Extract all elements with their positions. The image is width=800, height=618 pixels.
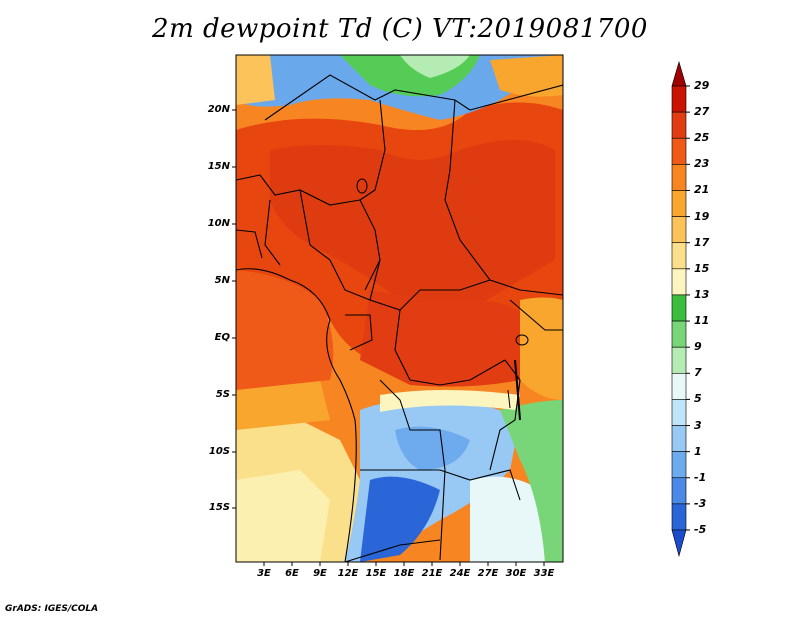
field-congo-basin (360, 290, 540, 387)
map-title: 2m dewpoint Td (C) VT:2019081700 (152, 14, 648, 44)
field-east-africa-green (500, 400, 563, 562)
colorbar-label: 19 (694, 209, 710, 223)
map-field (236, 55, 563, 562)
colorbar-swatch (671, 346, 687, 374)
colorbar-swatch (671, 242, 687, 270)
field-northwest-warm (236, 55, 275, 105)
field-southeast-pale (470, 476, 545, 562)
field-northeast-warm (490, 55, 563, 97)
axis-ticks (232, 109, 545, 566)
lon-label-12e: 12E (337, 568, 359, 579)
colorbar-swatch (671, 477, 687, 505)
colorbar-label: 1 (694, 444, 702, 458)
colorbar-bottom-arrow (671, 529, 687, 558)
lon-label-21e: 21E (421, 568, 443, 579)
colorbar-label: 5 (694, 392, 702, 406)
colorbar-swatch (671, 425, 687, 452)
colorbar-swatch (671, 294, 687, 322)
colorbar (671, 60, 690, 558)
footer-credit: GrADS: IGES/COLA (5, 604, 99, 614)
colorbar-swatch (671, 268, 687, 296)
colorbar-label: 3 (694, 418, 702, 432)
colorbar-label: 27 (694, 105, 710, 119)
lon-label-9e: 9E (313, 568, 327, 579)
colorbar-label: 13 (694, 287, 710, 301)
lon-label-18e: 18E (393, 568, 415, 579)
colorbar-label: 29 (694, 79, 710, 92)
colorbar-swatch (671, 451, 687, 479)
lat-label-10n: 10N (207, 218, 230, 229)
colorbar-swatch (671, 137, 687, 165)
lat-label-5n: 5N (214, 275, 230, 286)
colorbar-swatch (671, 164, 687, 191)
lat-label-15s: 15S (208, 502, 230, 513)
lon-label-33e: 33E (533, 568, 555, 579)
lon-label-6e: 6E (285, 568, 299, 579)
field-transition-band (380, 390, 520, 412)
colorbar-label: 23 (694, 157, 710, 171)
colorbar-swatch (671, 216, 687, 244)
colorbar-label: 7 (694, 366, 702, 380)
colorbar-label: -3 (694, 496, 707, 510)
lakes (356, 178, 529, 421)
colorbar-label: 9 (694, 340, 702, 354)
colorbar-top-arrow (671, 60, 687, 87)
field-gulf-guinea (236, 270, 334, 390)
field-south-mid (395, 426, 470, 470)
colorbar-label: 25 (694, 131, 710, 145)
lat-label-15n: 15N (207, 161, 230, 172)
field-southwest-lighter (236, 470, 330, 562)
field-sahara-light-green (400, 55, 470, 78)
lat-label-5s: 5S (215, 389, 230, 400)
country-borders (236, 74, 563, 562)
lon-label-27e: 27E (477, 568, 499, 579)
colorbar-label: 11 (694, 314, 710, 328)
field-east-africa-warm (520, 297, 563, 400)
colorbar-label: 15 (694, 261, 710, 275)
lon-label-24e: 24E (449, 568, 471, 579)
field-ocean-orange (236, 380, 330, 430)
lat-label-10s: 10S (208, 446, 230, 457)
colorbar-swatch (671, 503, 687, 531)
colorbar-swatch (671, 399, 687, 426)
colorbar-swatch (671, 190, 687, 217)
lat-label-eq: EQ (214, 332, 230, 343)
lon-label-30e: 30E (505, 568, 527, 579)
colorbar-label: 21 (694, 183, 710, 197)
colorbar-swatch (671, 111, 687, 139)
colorbar-label: -5 (694, 523, 707, 536)
lon-label-15e: 15E (365, 568, 387, 579)
colorbar-swatch (671, 372, 687, 400)
colorbar-swatch (671, 320, 687, 348)
field-hottest (270, 140, 555, 318)
colorbar-swatch (671, 85, 687, 113)
lat-label-20n: 20N (207, 104, 230, 115)
colorbar-label: 17 (694, 235, 710, 249)
field-south-driest (360, 476, 440, 562)
colorbar-label: -1 (694, 470, 707, 484)
map-frame (235, 54, 564, 563)
lon-label-3e: 3E (257, 568, 271, 579)
